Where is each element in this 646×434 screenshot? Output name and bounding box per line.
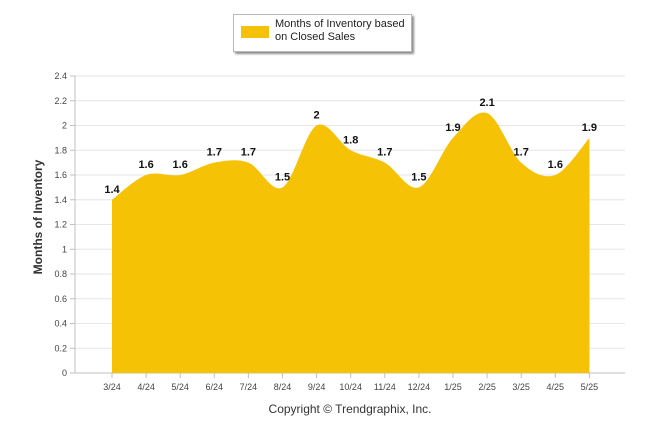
x-tick-label: 2/25 xyxy=(478,382,496,392)
y-tick-label: 0.8 xyxy=(54,269,67,279)
x-tick-label: 7/24 xyxy=(240,382,258,392)
x-tick-label: 8/24 xyxy=(274,382,292,392)
series-area xyxy=(112,112,590,374)
y-tick-label: 0.6 xyxy=(54,294,67,304)
data-label: 1.6 xyxy=(173,159,188,171)
y-tick-label: 1.2 xyxy=(54,220,67,230)
data-label: 1.5 xyxy=(411,171,426,183)
data-label: 1.4 xyxy=(104,184,120,196)
legend: Months of Inventory based on Closed Sale… xyxy=(233,14,412,52)
x-tick-label: 1/25 xyxy=(444,382,462,392)
y-tick-label: 0.4 xyxy=(54,319,67,329)
data-label: 1.5 xyxy=(275,171,290,183)
x-tick-label: 11/24 xyxy=(374,382,396,392)
data-label: 2 xyxy=(314,110,320,122)
y-axis: 0 0.2 0.4 0.6 0.8 1 1.2 1.4 1.6 1.8 2 2.2 2.4 xyxy=(54,71,76,378)
y-tick-label: 0.2 xyxy=(54,343,67,353)
data-label: 2.1 xyxy=(479,97,494,109)
data-label: 1.7 xyxy=(207,147,222,159)
data-label: 1.8 xyxy=(343,134,358,146)
data-label: 1.9 xyxy=(582,122,597,134)
x-axis: 3/24 4/24 5/24 6/24 7/24 8/24 9/24 10/24 11/24 12… xyxy=(75,372,625,392)
y-tick-label: 1.6 xyxy=(54,170,67,180)
data-label: 1.7 xyxy=(241,147,256,159)
y-tick-label: 2.2 xyxy=(54,96,67,106)
x-tick-label: 4/24 xyxy=(137,382,155,392)
legend-swatch xyxy=(241,26,269,38)
data-label: 1.7 xyxy=(514,147,529,159)
y-tick-label: 1.8 xyxy=(54,145,67,155)
x-tick-label: 3/24 xyxy=(103,382,121,392)
data-label: 1.6 xyxy=(548,159,563,171)
data-labels: 1.4 1.6 1.6 1.7 1.7 1.5 2 1.8 1.7 1.5 1.9 2.1 1.7 1.6… xyxy=(104,97,597,200)
y-tick-label: 1 xyxy=(62,244,67,254)
y-axis-title: Months of Inventory xyxy=(31,159,45,275)
data-label: 1.6 xyxy=(138,159,153,171)
y-tick-label: 1.4 xyxy=(54,195,67,205)
y-tick-label: 2 xyxy=(62,121,67,131)
x-tick-label: 4/25 xyxy=(547,382,565,392)
x-tick-label: 12/24 xyxy=(408,382,431,392)
y-tick-label: 2.4 xyxy=(54,71,67,81)
copyright-text: Copyright © Trendgraphix, Inc. xyxy=(268,402,432,416)
x-tick-label: 5/25 xyxy=(581,382,599,392)
x-tick-label: 6/24 xyxy=(206,382,224,392)
x-tick-label: 9/24 xyxy=(308,382,326,392)
x-tick-label: 5/24 xyxy=(171,382,189,392)
data-label: 1.7 xyxy=(377,147,392,159)
legend-label: Months of Inventory based on Closed Sale… xyxy=(275,18,405,43)
data-area xyxy=(112,112,590,374)
x-tick-label: 10/24 xyxy=(339,382,362,392)
data-label: 1.9 xyxy=(445,122,460,134)
y-tick-label: 0 xyxy=(62,368,67,378)
x-tick-label: 3/25 xyxy=(512,382,530,392)
